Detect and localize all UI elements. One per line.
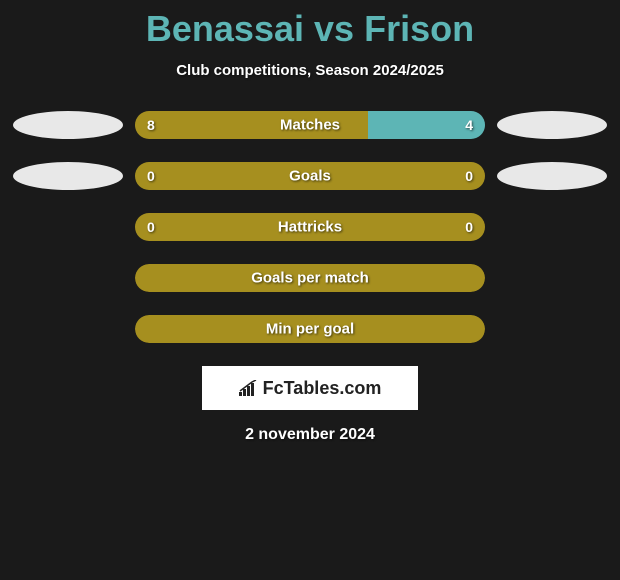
stat-bar: 0 0 Goals <box>135 162 485 190</box>
stat-bar: Min per goal <box>135 315 485 343</box>
stat-row: Goals per match <box>0 264 620 292</box>
logo-label: FcTables.com <box>263 378 382 399</box>
stat-bar: 8 4 Matches <box>135 111 485 139</box>
stat-bar: Goals per match <box>135 264 485 292</box>
stat-right-value: 0 <box>465 219 473 235</box>
stat-left-value: 0 <box>147 219 155 235</box>
date-text: 2 november 2024 <box>0 426 620 444</box>
bar-right-segment: 4 <box>368 111 485 139</box>
stat-label: Goals per match <box>251 270 369 287</box>
stat-label: Min per goal <box>266 321 354 338</box>
stat-label: Goals <box>289 168 331 185</box>
player-right-ellipse <box>497 111 607 139</box>
page-title: Benassai vs Frison <box>0 8 620 50</box>
stat-row: 8 4 Matches <box>0 111 620 139</box>
comparison-container: Benassai vs Frison Club competitions, Se… <box>0 0 620 452</box>
bar-right-segment: 0 <box>310 162 485 190</box>
stat-row: Min per goal <box>0 315 620 343</box>
bar-left-segment: 0 <box>135 162 310 190</box>
stat-right-value: 4 <box>465 117 473 133</box>
stats-area: 8 4 Matches 0 0 Goals 0 0 Hattricks Goals per mat… <box>0 111 620 343</box>
subtitle: Club competitions, Season 2024/2025 <box>0 62 620 79</box>
player-left-name: Benassai <box>146 8 304 49</box>
vs-text: vs <box>314 8 354 49</box>
stat-right-value: 0 <box>465 168 473 184</box>
stat-row: 0 0 Goals <box>0 162 620 190</box>
player-left-ellipse <box>13 162 123 190</box>
stat-label: Matches <box>280 117 340 134</box>
stat-left-value: 8 <box>147 117 155 133</box>
stat-left-value: 0 <box>147 168 155 184</box>
stat-row: 0 0 Hattricks <box>0 213 620 241</box>
logo-box[interactable]: FcTables.com <box>202 366 418 410</box>
player-right-ellipse <box>497 162 607 190</box>
player-right-name: Frison <box>364 8 474 49</box>
logo-text: FcTables.com <box>239 378 382 399</box>
player-left-ellipse <box>13 111 123 139</box>
stat-label: Hattricks <box>278 219 342 236</box>
chart-icon <box>239 380 259 396</box>
stat-bar: 0 0 Hattricks <box>135 213 485 241</box>
